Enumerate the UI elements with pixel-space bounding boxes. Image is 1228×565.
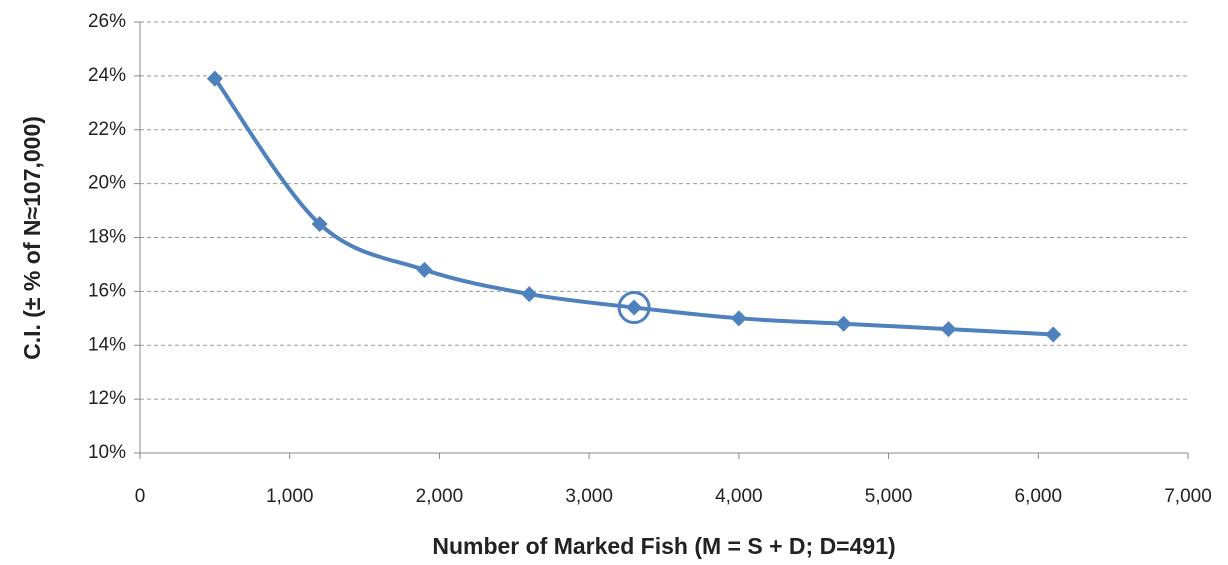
y-tick-label: 20% [88, 173, 126, 194]
y-tick-label: 14% [88, 334, 126, 355]
line [213, 77, 1054, 337]
x-tick-label: 2,000 [416, 486, 464, 507]
marker [626, 299, 643, 316]
x-tick-label: 4,000 [715, 486, 763, 507]
y-tick-label: 26% [88, 11, 126, 32]
x-tick-label: 1,000 [266, 486, 314, 507]
y-tick-label: 18% [88, 227, 126, 248]
y-tick-label: 16% [88, 280, 126, 301]
x-axis-title: Number of Marked Fish (M = S + D; D=491) [432, 533, 895, 559]
marker [416, 261, 433, 278]
y-tick-label: 10% [88, 442, 126, 463]
x-tick-label: 5,000 [865, 486, 913, 507]
x-tick-label: 3,000 [565, 486, 613, 507]
marker [835, 315, 852, 332]
marker [730, 310, 747, 327]
marker [206, 70, 223, 87]
marker [311, 216, 328, 233]
marker [521, 286, 538, 303]
marker [1045, 326, 1062, 343]
y-axis-title: C.I. (± % of N≈107,000) [19, 116, 45, 360]
y-tick-label: 24% [88, 65, 126, 86]
highlight-ring [617, 291, 651, 325]
x-tick-label: 7,000 [1164, 486, 1212, 507]
marker [940, 321, 957, 338]
x-tick-label: 6,000 [1015, 486, 1063, 507]
y-tick-label: 12% [88, 388, 126, 409]
y-tick-label: 22% [88, 119, 126, 140]
x-tick-label: 0 [135, 486, 146, 507]
